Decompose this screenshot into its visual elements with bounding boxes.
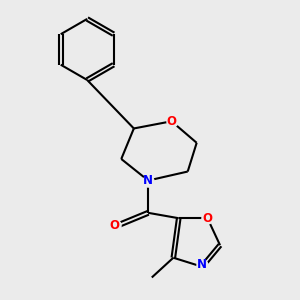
Text: N: N [143, 174, 153, 187]
Text: N: N [197, 258, 207, 272]
Text: O: O [167, 115, 176, 128]
Text: O: O [110, 219, 120, 232]
Text: O: O [202, 212, 212, 225]
